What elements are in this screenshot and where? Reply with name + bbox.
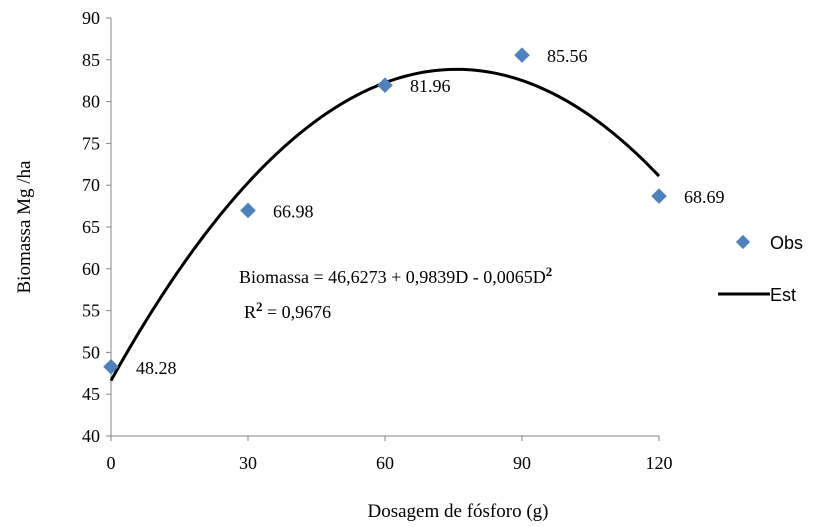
y-tick-label: 85 <box>82 50 100 70</box>
y-tick-label: 70 <box>82 175 100 195</box>
y-tick-label: 45 <box>82 384 100 404</box>
r-squared-superscript: 2 <box>256 299 263 314</box>
legend-label-obs: Obs <box>770 233 803 253</box>
x-tick-label: 0 <box>107 453 116 473</box>
x-axis-title: Dosagem de fósforo (g) <box>368 501 549 522</box>
data-point-obs <box>514 47 530 63</box>
data-label: 66.98 <box>273 201 314 221</box>
data-label: 85.56 <box>547 46 588 66</box>
y-tick-label: 40 <box>82 426 100 446</box>
equation-superscript: 2 <box>546 264 553 279</box>
data-point-obs <box>240 202 256 219</box>
x-tick-label: 120 <box>646 453 673 473</box>
data-label: 68.69 <box>684 187 725 207</box>
y-tick-label: 60 <box>82 259 100 279</box>
y-tick-label: 90 <box>82 8 100 28</box>
r-squared-annotation: R2 = 0,9676 <box>244 299 331 322</box>
x-tick-label: 60 <box>376 453 394 473</box>
r-squared-prefix: R <box>244 302 256 322</box>
equation-text: Biomassa = 46,6273 + 0,9839D - 0,0065D <box>239 267 546 287</box>
legend-marker-obs <box>735 234 751 250</box>
r-squared-value: = 0,9676 <box>263 302 332 322</box>
y-axis-title: Biomassa Mg /ha <box>14 160 35 294</box>
fit-curve-layer <box>109 67 661 382</box>
x-tick-label: 30 <box>239 453 257 473</box>
x-tick-label: 90 <box>513 453 531 473</box>
ticks: 40 45 50 55 60 65 70 75 80 85 90 0 30 60 90 120 <box>82 8 673 473</box>
y-tick-label: 75 <box>82 133 100 153</box>
y-tick-label: 50 <box>82 342 100 362</box>
data-label: 48.28 <box>136 358 177 378</box>
points-layer: 48.28 66.98 81.96 85.56 68.69 <box>103 46 725 378</box>
y-tick-label: 80 <box>82 92 100 112</box>
data-point-obs <box>651 188 667 204</box>
equation-annotation: Biomassa = 46,6273 + 0,9839D - 0,0065D2 <box>239 264 552 287</box>
data-label: 81.96 <box>410 76 451 96</box>
y-tick-label: 65 <box>82 217 100 237</box>
legend-label-est: Est <box>770 285 796 305</box>
y-tick-label: 55 <box>82 301 100 321</box>
legend: Obs Est <box>718 233 803 305</box>
series-est-line <box>109 67 661 382</box>
